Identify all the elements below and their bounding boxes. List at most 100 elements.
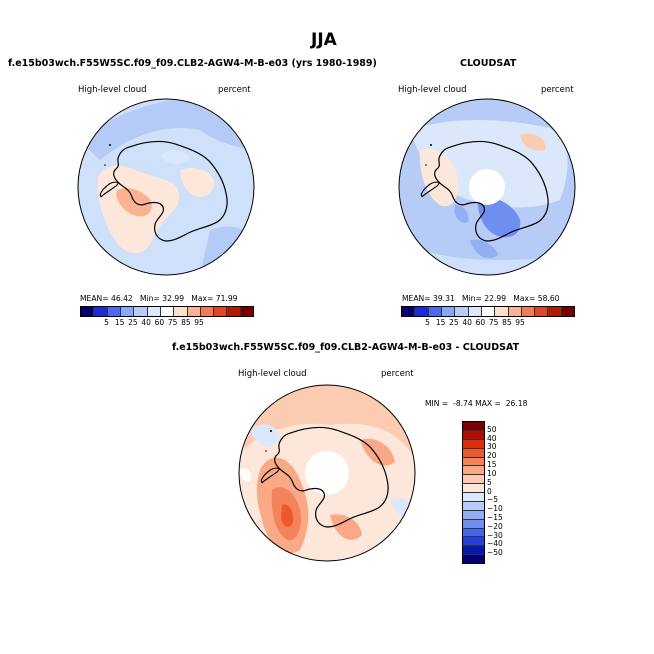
obs-colorbar-swatch: [467, 307, 481, 316]
diff-colorbar: [462, 421, 485, 564]
obs-max-value: 58.60: [537, 294, 560, 303]
model-colorbar-swatch: [213, 307, 227, 316]
model-colorbar-swatch: [133, 307, 147, 316]
model-mean-label: MEAN=: [80, 294, 109, 303]
diff-colorbar-tick-label: −5: [487, 495, 499, 505]
model-colorbar-swatch: [173, 307, 187, 316]
diff-colorbar-swatch: [463, 429, 484, 439]
model-colorbar-swatch: [159, 307, 174, 316]
diff-colorbar-swatch: [463, 492, 484, 501]
diff-units-label: percent: [381, 369, 414, 379]
obs-colorbar-swatch: [427, 307, 441, 316]
model-colorbar-tick-label: 40: [141, 318, 151, 327]
obs-colorbar-swatch: [520, 307, 535, 316]
obs-variable-label: High-level cloud: [398, 85, 467, 95]
diff-colorbar-swatch: [463, 422, 484, 430]
model-colorbar-swatch: [93, 307, 107, 316]
diff-variable-label: High-level cloud: [238, 369, 307, 379]
season-title: JJA: [311, 30, 337, 50]
model-colorbar-swatch: [186, 307, 200, 316]
diff-panel-title: f.e15b03wch.F55W5SC.f09_f09.CLB2-AGW4-M-…: [172, 342, 520, 353]
obs-units-label: percent: [541, 85, 574, 95]
model-colorbar-swatch: [226, 307, 240, 316]
model-colorbar-tick-label: 25: [128, 318, 138, 327]
model-colorbar-tick-label: 75: [167, 318, 178, 327]
obs-colorbar-tick-label: 75: [488, 318, 499, 327]
obs-colorbar-tick-label: 15: [435, 318, 446, 327]
model-colorbar-tick-label: 95: [194, 318, 204, 327]
diff-colorbar-tick-label: 15: [487, 460, 497, 470]
model-colorbar-swatch: [119, 307, 134, 316]
model-field: [78, 99, 254, 275]
obs-colorbar-swatch: [440, 307, 455, 316]
obs-colorbar-swatch: [560, 307, 575, 316]
model-colorbar-tick-label: 15: [114, 318, 125, 327]
obs-colorbar-tick-label: 60: [475, 318, 486, 327]
diff-colorbar-swatch: [463, 456, 484, 466]
diff-colorbar-tick-label: −30: [487, 530, 503, 540]
diff-colorbar-swatch: [463, 536, 484, 546]
obs-colorbar-swatch: [534, 307, 548, 316]
obs-colorbar-swatch: [547, 307, 561, 316]
model-min-label: Min=: [140, 294, 160, 303]
diff-colorbar-tick-label: 40: [487, 433, 497, 443]
obs-mean-label: MEAN=: [402, 294, 431, 303]
model-colorbar-swatch: [106, 307, 120, 316]
diff-colorbar-tick-label: −40: [487, 539, 503, 549]
model-mean-value: 46.42: [111, 294, 133, 303]
obs-colorbar-swatch: [494, 307, 508, 316]
model-colorbar-swatch: [81, 307, 94, 316]
model-colorbar-swatch: [146, 307, 160, 316]
diff-colorbar-swatch: [463, 465, 484, 475]
diff-polar-data-gap: [305, 451, 349, 495]
diff-colorbar-swatch: [463, 545, 484, 555]
obs-sub-antarctic-islands: [425, 144, 432, 166]
diff-sub-antarctic-islands: [265, 430, 272, 452]
obs-colorbar-swatch: [402, 307, 415, 316]
obs-colorbar-tick-label: 95: [515, 318, 525, 327]
obs-colorbar: [401, 306, 575, 317]
model-colorbar-tick-label: 5: [104, 318, 109, 327]
obs-stats-line: MEAN= 39.31 Min= 22.99 Max= 58.60: [402, 294, 560, 303]
diff-colorbar-tick-label: 0: [487, 486, 492, 496]
obs-colorbar-tick-label: 40: [462, 318, 472, 327]
model-colorbar-tick-label: 60: [154, 318, 165, 327]
diff-colorbar-swatch: [463, 500, 484, 510]
diff-colorbar-tick-label: 5: [487, 477, 492, 487]
diff-colorbar-swatch: [463, 483, 484, 492]
obs-polar-data-gap: [469, 169, 505, 205]
obs-min-label: Min=: [462, 294, 482, 303]
diff-colorbar-swatch: [463, 438, 484, 448]
diff-colorbar-swatch: [463, 554, 484, 563]
obs-colorbar-swatch: [507, 307, 521, 316]
diff-colorbar-tick-label: −15: [487, 512, 503, 522]
model-min-value: 32.99: [162, 294, 185, 303]
model-colorbar-swatch: [199, 307, 214, 316]
model-max-value: 71.99: [215, 294, 238, 303]
diff-colorbar-tick-label: −50: [487, 548, 503, 558]
obs-colorbar-swatch: [480, 307, 495, 316]
diff-colorbar-tick-label: 50: [487, 424, 497, 434]
diff-minmax-text: MIN = -8.74 MAX = 26.18: [425, 399, 528, 408]
obs-colorbar-swatch: [454, 307, 468, 316]
obs-colorbar-tick-label: 5: [425, 318, 430, 327]
obs-colorbar-swatch: [414, 307, 428, 316]
diff-colorbar-swatch: [463, 447, 484, 457]
model-colorbar: [80, 306, 254, 317]
model-sub-antarctic-islands: [104, 144, 111, 166]
model-max-label: Max=: [191, 294, 214, 303]
obs-colorbar-tick-label: 25: [449, 318, 459, 327]
model-colorbar-swatch: [239, 307, 254, 316]
obs-colorbar-tick-label: 85: [502, 318, 512, 327]
diff-colorbar-tick-label: 10: [487, 468, 497, 478]
diff-colorbar-swatch: [463, 474, 484, 484]
obs-min-value: 22.99: [484, 294, 507, 303]
model-stats-line: MEAN= 46.42 Min= 32.99 Max= 71.99: [80, 294, 238, 303]
diff-colorbar-swatch: [463, 509, 484, 519]
diff-colorbar-tick-label: 20: [487, 451, 497, 461]
obs-max-label: Max=: [513, 294, 536, 303]
diff-colorbar-swatch: [463, 518, 484, 528]
model-units-label: percent: [218, 85, 251, 95]
